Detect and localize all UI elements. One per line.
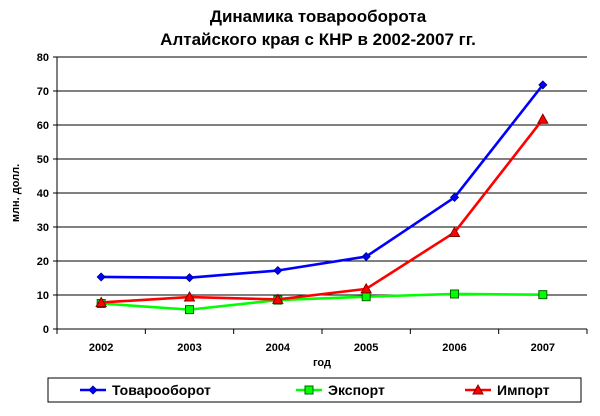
y-tick-label: 0: [43, 324, 49, 336]
legend-marker-0: [88, 385, 98, 395]
y-tick-label: 30: [37, 222, 49, 234]
legend-box: [47, 377, 582, 403]
plot-area: 0 10 20 30 40 50 60 70 80 2002 2003 2004 2005 2006 200…: [37, 52, 588, 354]
x-axis-label: год: [313, 357, 331, 369]
y-tick-label: 40: [37, 188, 49, 200]
data-point-0-3: [361, 252, 371, 262]
y-axis-label: млн. долл.: [10, 164, 22, 222]
data-point-1-3: [361, 292, 371, 302]
data-point-2-2: [271, 293, 284, 304]
legend-label-0: Товарооборот: [112, 382, 211, 398]
data-point-0-4: [449, 192, 460, 202]
series-line-1: [101, 292, 543, 311]
data-point-1-5: [538, 290, 548, 300]
data-point-0-2: [273, 265, 283, 276]
legend: Товарооборот Экспорт Импорт: [47, 377, 582, 403]
data-point-2-5: [536, 113, 549, 124]
y-tick-label: 10: [37, 290, 49, 302]
data-point-0-5: [538, 80, 548, 90]
data-point-2-1: [183, 291, 196, 302]
chart-title-line-1: Динамика товарооборота: [210, 7, 427, 26]
y-tick-label: 50: [37, 154, 49, 166]
x-tick-label: 2007: [531, 342, 555, 354]
y-tick-label: 70: [37, 86, 49, 98]
data-point-2-0: [95, 296, 108, 307]
data-point-1-4: [450, 289, 459, 299]
x-tick-label: 2005: [354, 342, 378, 354]
x-tick-label: 2004: [266, 342, 291, 354]
data-point-2-4: [448, 226, 461, 237]
chart-title-line-2: Алтайского края с КНР в 2002-2007 гг.: [160, 30, 476, 49]
series-line-2: [101, 118, 544, 304]
legend-marker-1: [304, 385, 314, 395]
legend-label-1: Экспорт: [328, 382, 385, 398]
data-point-1-1: [185, 305, 194, 315]
y-tick-label: 80: [37, 52, 49, 64]
legend-marker-2: [472, 383, 484, 395]
x-tick-label: 2006: [442, 342, 466, 354]
data-point-0-1: [184, 273, 195, 283]
y-tick-label: 20: [37, 256, 49, 268]
x-tick-label: 2003: [177, 342, 201, 354]
data-point-0-0: [96, 272, 106, 282]
data-point-2-3: [360, 282, 373, 294]
legend-label-2: Импорт: [497, 382, 550, 398]
x-tick-label: 2002: [89, 342, 113, 354]
series-line-0: [101, 84, 544, 279]
y-tick-label: 60: [37, 120, 49, 132]
